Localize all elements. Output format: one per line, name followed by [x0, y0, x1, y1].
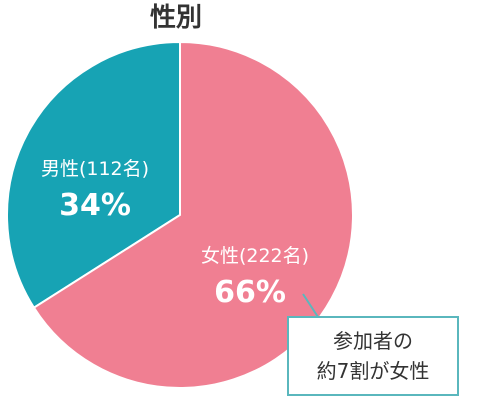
annotation-leader-line	[302, 293, 319, 318]
male-label: 男性(112名)	[41, 158, 149, 180]
annotation-line-1: 参加者の	[333, 329, 413, 353]
female-count: (222名)	[239, 245, 309, 267]
female-percent: 66%	[214, 275, 286, 310]
male-count: (112名)	[79, 158, 149, 180]
female-name: 女性	[201, 245, 239, 267]
male-name: 男性	[41, 158, 79, 180]
chart-title: 性別	[150, 3, 202, 33]
annotation-line-2: 約7割が女性	[317, 359, 430, 383]
annotation-box	[287, 316, 459, 396]
male-percent: 34%	[59, 188, 131, 223]
pie-slice-female	[32, 40, 354, 389]
female-label: 女性(222名)	[201, 245, 309, 267]
